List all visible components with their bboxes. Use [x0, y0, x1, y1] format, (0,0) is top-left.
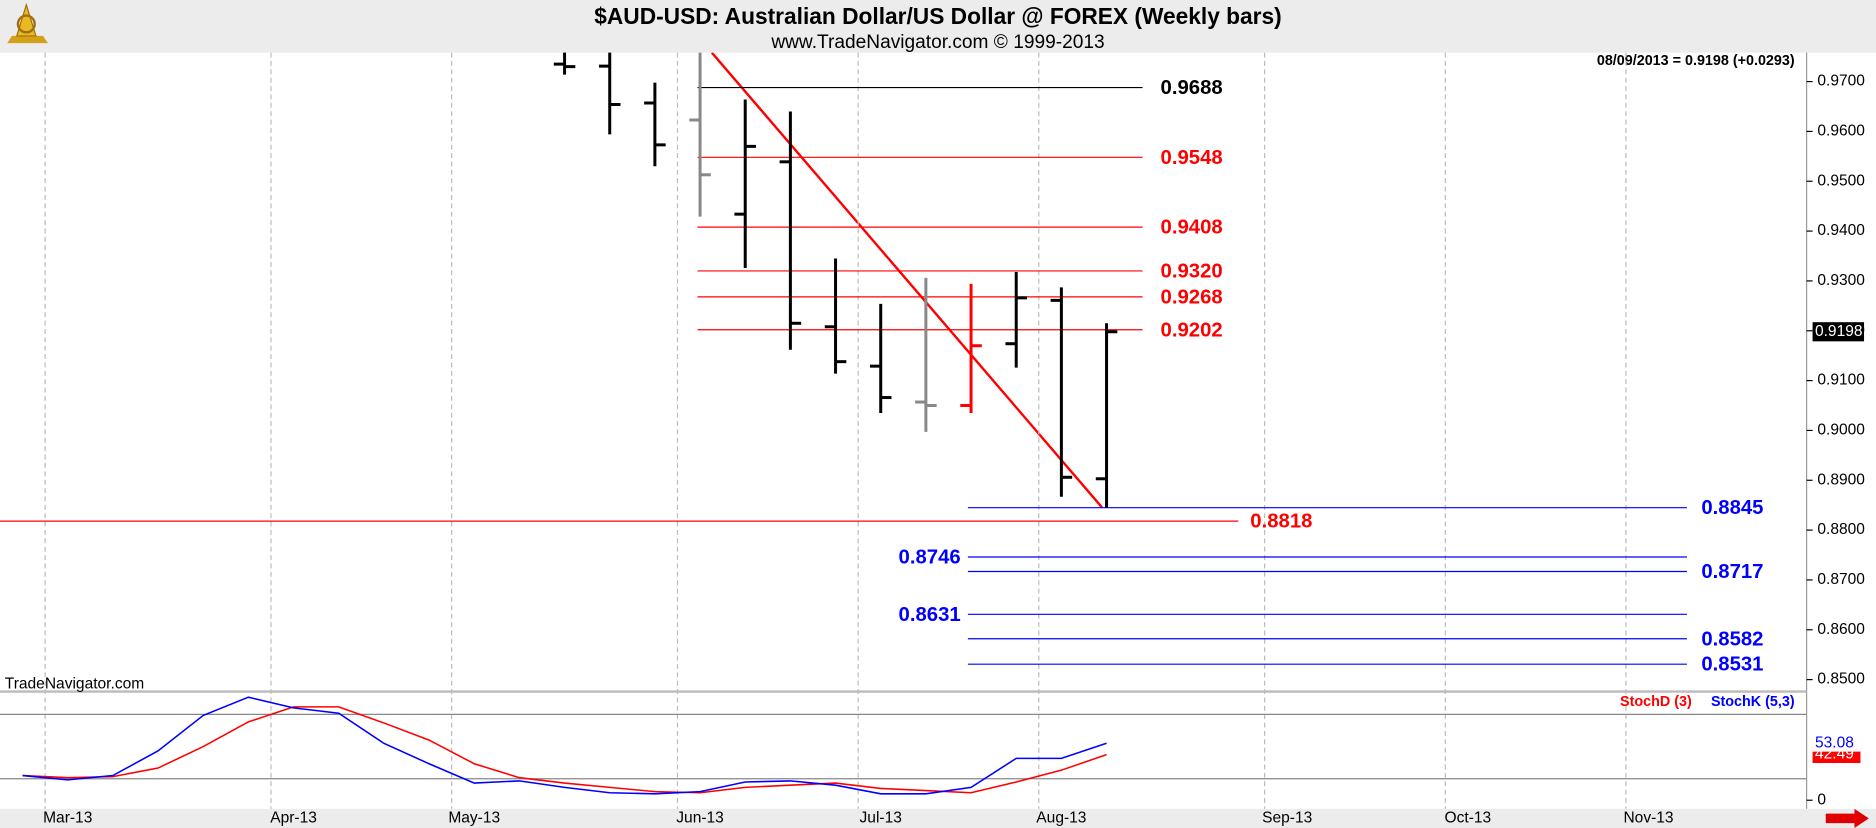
- last-value-label: 53.08: [1815, 734, 1854, 751]
- last-price-box: [1812, 322, 1865, 342]
- y-tick-label: 0: [1817, 791, 1826, 808]
- chart-subtitle: www.TradeNavigator.com © 1999-2013: [770, 32, 1104, 53]
- level-label: 0.8531: [1701, 654, 1763, 676]
- y-tick-label: 0.9000: [1817, 422, 1865, 439]
- x-tick-label: Apr-13: [270, 810, 317, 827]
- y-tick-label: 0.9300: [1817, 272, 1865, 289]
- logo: [7, 2, 48, 44]
- y-tick-label: 0.9400: [1817, 222, 1865, 239]
- y-tick-label: 0.8500: [1817, 671, 1865, 688]
- x-tick-label: Oct-13: [1445, 810, 1492, 827]
- chart-title: $AUD-USD: Australian Dollar/US Dollar @ …: [594, 3, 1281, 29]
- y-tick-label: 0.9600: [1817, 123, 1865, 140]
- level-label: 0.9688: [1161, 77, 1223, 99]
- y-tick-label: 0.8700: [1817, 571, 1865, 588]
- watermark: TradeNavigator.com: [5, 676, 144, 693]
- legend-entry: StochK (5,3): [1711, 694, 1795, 710]
- x-tick-label: Mar-13: [43, 810, 92, 827]
- scroll-arrow[interactable]: [1825, 808, 1869, 828]
- price-bars: [553, 52, 1118, 508]
- level-label: 0.9320: [1161, 261, 1223, 283]
- y-tick-label: 0.9700: [1817, 73, 1865, 90]
- level-label: 0.9408: [1161, 217, 1223, 239]
- x-tick-label: Nov-13: [1623, 810, 1673, 827]
- price-annotation: 08/09/2013 = 0.9198 (+0.0293): [1597, 53, 1795, 69]
- x-tick-label: Sep-13: [1262, 810, 1312, 827]
- level-label: 0.8631: [899, 604, 961, 626]
- level-label: 0.8582: [1701, 628, 1763, 650]
- y-tick-label: 0.8800: [1817, 521, 1865, 538]
- x-axis-band: [0, 808, 1876, 828]
- level-label: 0.8818: [1250, 511, 1312, 533]
- x-tick-label: Jun-13: [676, 810, 724, 827]
- level-label: 0.9268: [1161, 286, 1223, 308]
- level-label: 0.8746: [899, 547, 961, 569]
- last-value-box: [1812, 734, 1861, 752]
- level-label: 0.8717: [1701, 561, 1763, 583]
- last-price-label: 0.9198: [1815, 323, 1863, 340]
- header-band: [0, 0, 1876, 53]
- y-tick-label: 0.9100: [1817, 372, 1865, 389]
- y-tick-label: 0.8600: [1817, 621, 1865, 638]
- x-tick-label: May-13: [448, 810, 500, 827]
- stoch-line: [22, 706, 1107, 794]
- x-tick-label: Aug-13: [1036, 810, 1086, 827]
- level-label: 0.9548: [1161, 147, 1223, 169]
- level-label: 0.9202: [1161, 319, 1223, 341]
- legend-entry: StochD (3): [1620, 694, 1692, 710]
- stoch-line: [22, 696, 1107, 795]
- level-label: 0.8845: [1701, 497, 1763, 519]
- y-tick-label: 0.8900: [1817, 471, 1865, 488]
- y-tick-label: 0.9500: [1817, 172, 1865, 189]
- trend-line: [710, 52, 1103, 509]
- x-tick-label: Jul-13: [860, 810, 902, 827]
